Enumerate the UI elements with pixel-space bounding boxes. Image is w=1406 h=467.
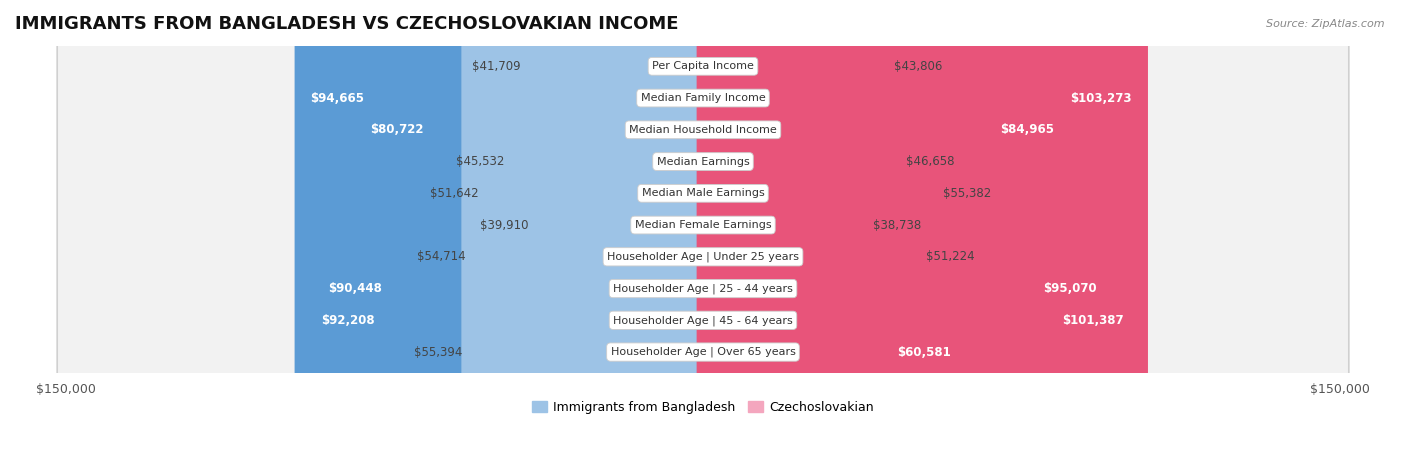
FancyBboxPatch shape: [58, 0, 1348, 467]
Legend: Immigrants from Bangladesh, Czechoslovakian: Immigrants from Bangladesh, Czechoslovak…: [527, 396, 879, 419]
FancyBboxPatch shape: [696, 0, 1147, 467]
Text: $45,532: $45,532: [456, 155, 505, 168]
FancyBboxPatch shape: [477, 0, 710, 467]
FancyBboxPatch shape: [58, 0, 1348, 467]
Text: $38,738: $38,738: [873, 219, 921, 232]
FancyBboxPatch shape: [58, 0, 1348, 467]
FancyBboxPatch shape: [58, 0, 1348, 467]
FancyBboxPatch shape: [696, 0, 907, 467]
FancyBboxPatch shape: [461, 0, 710, 467]
Text: $54,714: $54,714: [418, 250, 465, 263]
FancyBboxPatch shape: [58, 0, 1348, 467]
Text: IMMIGRANTS FROM BANGLADESH VS CZECHOSLOVAKIAN INCOME: IMMIGRANTS FROM BANGLADESH VS CZECHOSLOV…: [15, 15, 679, 33]
Text: $55,382: $55,382: [943, 187, 991, 200]
FancyBboxPatch shape: [354, 0, 710, 467]
FancyBboxPatch shape: [519, 0, 710, 467]
Text: $103,273: $103,273: [1070, 92, 1132, 105]
FancyBboxPatch shape: [312, 0, 710, 467]
Text: $51,224: $51,224: [925, 250, 974, 263]
Text: Median Household Income: Median Household Income: [628, 125, 778, 135]
FancyBboxPatch shape: [464, 0, 710, 467]
Text: $41,709: $41,709: [472, 60, 520, 73]
FancyBboxPatch shape: [527, 0, 710, 467]
Text: $60,581: $60,581: [897, 346, 950, 359]
FancyBboxPatch shape: [58, 0, 1348, 467]
FancyBboxPatch shape: [696, 0, 1070, 467]
Text: $95,070: $95,070: [1043, 282, 1097, 295]
Text: $92,208: $92,208: [321, 314, 374, 327]
FancyBboxPatch shape: [696, 0, 945, 467]
Text: $51,642: $51,642: [430, 187, 478, 200]
Text: $84,965: $84,965: [1000, 123, 1054, 136]
Text: $43,806: $43,806: [894, 60, 942, 73]
Text: $94,665: $94,665: [311, 92, 364, 105]
Text: $55,394: $55,394: [415, 346, 463, 359]
FancyBboxPatch shape: [58, 0, 1348, 467]
FancyBboxPatch shape: [305, 0, 710, 467]
FancyBboxPatch shape: [696, 0, 896, 467]
Text: Householder Age | 45 - 64 years: Householder Age | 45 - 64 years: [613, 315, 793, 325]
Text: Householder Age | Over 65 years: Householder Age | Over 65 years: [610, 347, 796, 357]
FancyBboxPatch shape: [58, 0, 1348, 467]
FancyBboxPatch shape: [696, 0, 927, 467]
FancyBboxPatch shape: [58, 0, 1348, 467]
Text: Householder Age | 25 - 44 years: Householder Age | 25 - 44 years: [613, 283, 793, 294]
Text: Median Family Income: Median Family Income: [641, 93, 765, 103]
Text: Householder Age | Under 25 years: Householder Age | Under 25 years: [607, 252, 799, 262]
Text: Median Male Earnings: Median Male Earnings: [641, 188, 765, 198]
FancyBboxPatch shape: [58, 0, 1348, 467]
FancyBboxPatch shape: [696, 0, 967, 467]
FancyBboxPatch shape: [295, 0, 710, 467]
Text: Source: ZipAtlas.com: Source: ZipAtlas.com: [1267, 19, 1385, 28]
Text: $39,910: $39,910: [479, 219, 529, 232]
Text: Median Earnings: Median Earnings: [657, 156, 749, 167]
Text: $80,722: $80,722: [370, 123, 423, 136]
FancyBboxPatch shape: [696, 0, 875, 467]
FancyBboxPatch shape: [696, 0, 1114, 467]
Text: Median Female Earnings: Median Female Earnings: [634, 220, 772, 230]
FancyBboxPatch shape: [503, 0, 710, 467]
Text: $90,448: $90,448: [329, 282, 382, 295]
Text: Per Capita Income: Per Capita Income: [652, 61, 754, 71]
Text: $101,387: $101,387: [1063, 314, 1123, 327]
Text: $46,658: $46,658: [907, 155, 955, 168]
FancyBboxPatch shape: [696, 0, 1140, 467]
